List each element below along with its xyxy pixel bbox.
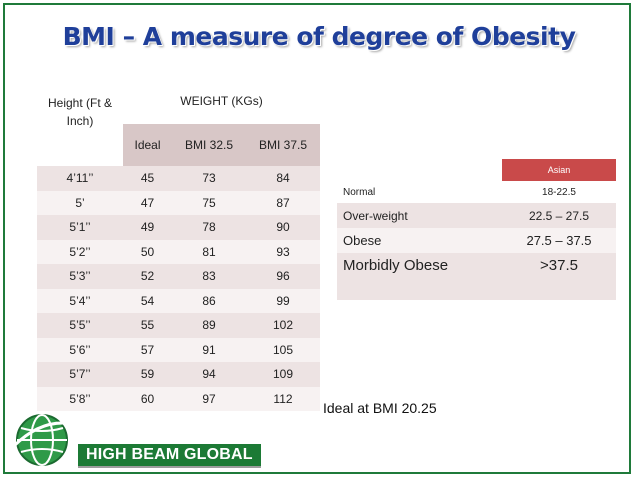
category-label: Over-weight bbox=[343, 208, 408, 223]
height-cell: 5’8’’ bbox=[69, 391, 91, 406]
weight-column-header: WEIGHT (KGs) bbox=[123, 88, 320, 124]
table-row: Normal 18-22.5 bbox=[337, 181, 616, 203]
height-cell: 5’7’’ bbox=[69, 367, 91, 382]
table-row: Over-weight 22.5 – 27.5 bbox=[337, 203, 616, 228]
bmi-325-cell: 78 bbox=[202, 220, 216, 235]
bmi-375-cell: 87 bbox=[276, 195, 290, 210]
bmi-375-cell: 84 bbox=[276, 171, 290, 186]
bmi-325-cell: 73 bbox=[202, 171, 216, 186]
table-row: 5’5’’ 55 89 102 bbox=[37, 313, 320, 338]
ideal-cell: 49 bbox=[140, 220, 155, 235]
category-range: >37.5 bbox=[540, 257, 578, 274]
height-cell: 5’6’’ bbox=[69, 342, 91, 357]
ideal-cell: 45 bbox=[140, 171, 155, 186]
table-row: 5’2’’ 50 81 93 bbox=[37, 239, 320, 264]
category-label: Obese bbox=[343, 233, 382, 248]
ideal-cell: 60 bbox=[140, 391, 155, 406]
table-row: 5’8’’ 60 97 112 bbox=[37, 386, 320, 411]
bmi-325-cell: 94 bbox=[202, 367, 216, 382]
bmi-375-cell: 90 bbox=[276, 220, 290, 235]
bmi-375-column-header: BMI 37.5 bbox=[246, 124, 320, 166]
height-column-header: Height (Ft & Inch) bbox=[37, 88, 123, 166]
category-range: 27.5 – 37.5 bbox=[526, 233, 592, 248]
ideal-bmi-note: Ideal at BMI 20.25 bbox=[323, 400, 437, 416]
company-logo: HIGH BEAM GLOBAL bbox=[12, 410, 261, 472]
ideal-cell: 47 bbox=[140, 195, 155, 210]
height-cell: 4’11’’ bbox=[66, 171, 94, 186]
table-row: 5’1’’ 49 78 90 bbox=[37, 215, 320, 240]
table-row: 5’4’’ 54 86 99 bbox=[37, 288, 320, 313]
height-cell: 5’ bbox=[75, 195, 85, 210]
table-row: 5’6’’ 57 91 105 bbox=[37, 337, 320, 362]
bmi-classification-table: Asian Normal 18-22.5 Over-weight 22.5 – 27… bbox=[337, 159, 616, 300]
bmi-325-cell: 86 bbox=[202, 293, 216, 308]
bmi-325-cell: 89 bbox=[202, 318, 216, 333]
category-label: Normal bbox=[343, 186, 376, 198]
ideal-cell: 52 bbox=[140, 269, 155, 284]
bmi-375-cell: 109 bbox=[272, 367, 294, 382]
ideal-cell: 57 bbox=[140, 342, 155, 357]
height-cell: 5’1’’ bbox=[69, 220, 91, 235]
table-row: Morbidly Obese >37.5 bbox=[337, 253, 616, 300]
classification-header-empty bbox=[337, 159, 502, 181]
ideal-cell: 59 bbox=[140, 367, 155, 382]
bmi-325-cell: 81 bbox=[202, 244, 216, 259]
height-cell: 5’3’’ bbox=[69, 269, 91, 284]
bmi-325-cell: 97 bbox=[202, 391, 216, 406]
table-row: 5’ 47 75 87 bbox=[37, 190, 320, 215]
bmi-375-cell: 112 bbox=[273, 391, 293, 406]
bmi-375-cell: 102 bbox=[272, 318, 294, 333]
ideal-cell: 55 bbox=[140, 318, 155, 333]
category-range: 18-22.5 bbox=[542, 186, 576, 198]
bmi-weight-table: Height (Ft & Inch) WEIGHT (KGs) Ideal BM… bbox=[37, 88, 320, 411]
ideal-cell: 50 bbox=[140, 244, 155, 259]
ideal-cell: 54 bbox=[140, 293, 155, 308]
brand-name: HIGH BEAM GLOBAL bbox=[78, 444, 261, 468]
bmi-325-cell: 83 bbox=[202, 269, 216, 284]
bmi-325-cell: 91 bbox=[202, 342, 216, 357]
bmi-375-cell: 105 bbox=[272, 342, 294, 357]
ideal-column-header: Ideal bbox=[123, 124, 172, 166]
table-row: 5’3’’ 52 83 96 bbox=[37, 264, 320, 289]
bmi-325-cell: 75 bbox=[202, 195, 216, 210]
bmi-375-cell: 99 bbox=[276, 293, 290, 308]
asian-column-header: Asian bbox=[502, 159, 616, 181]
bmi-375-cell: 96 bbox=[276, 269, 290, 284]
page-title: BMI – A measure of degree of Obesity bbox=[62, 22, 576, 51]
bmi-375-cell: 93 bbox=[276, 244, 290, 259]
globe-icon bbox=[12, 414, 75, 466]
category-label: Morbidly Obese bbox=[343, 257, 449, 274]
table-row: Obese 27.5 – 37.5 bbox=[337, 228, 616, 253]
height-cell: 5’2’’ bbox=[69, 244, 91, 259]
height-cell: 5’4’’ bbox=[69, 293, 91, 308]
table-row: 5’7’’ 59 94 109 bbox=[37, 362, 320, 387]
table-row: 4’11’’ 45 73 84 bbox=[37, 166, 320, 191]
bmi-325-column-header: BMI 32.5 bbox=[172, 124, 246, 166]
height-cell: 5’5’’ bbox=[69, 318, 91, 333]
slide-frame bbox=[3, 3, 631, 474]
category-range: 22.5 – 27.5 bbox=[528, 208, 590, 223]
